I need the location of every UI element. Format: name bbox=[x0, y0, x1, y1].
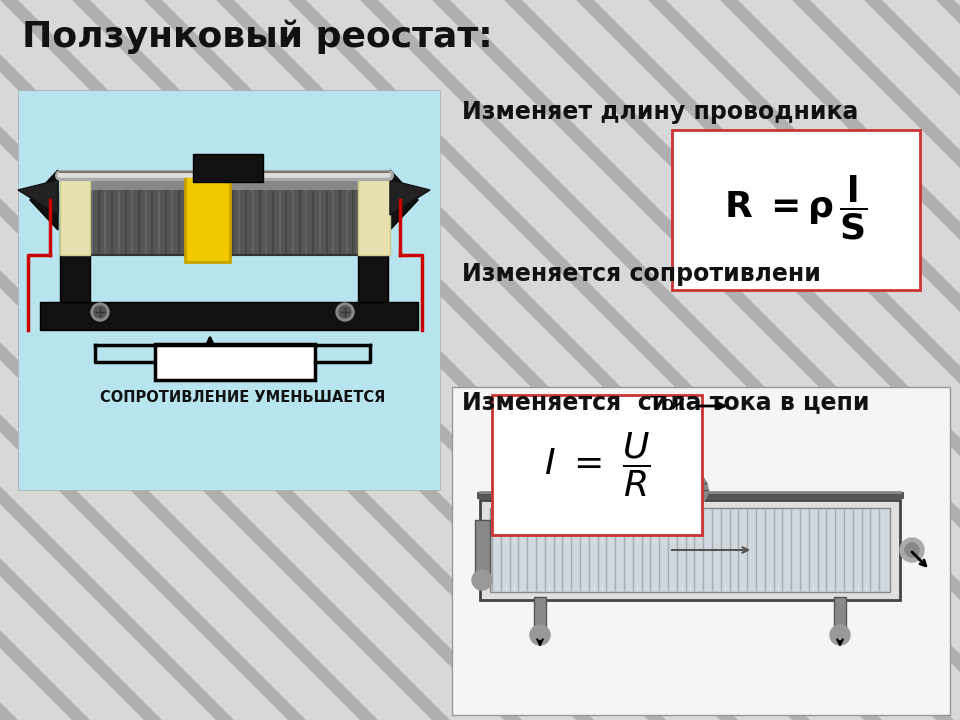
Bar bbox=[358, 192, 388, 302]
Polygon shape bbox=[0, 0, 162, 720]
Polygon shape bbox=[0, 0, 126, 720]
Polygon shape bbox=[432, 0, 960, 720]
Circle shape bbox=[94, 306, 106, 318]
Circle shape bbox=[680, 480, 700, 500]
Text: Изменяет длину проводника: Изменяет длину проводника bbox=[462, 100, 858, 124]
Polygon shape bbox=[792, 0, 960, 720]
Polygon shape bbox=[0, 0, 18, 720]
Polygon shape bbox=[0, 0, 414, 720]
Polygon shape bbox=[0, 0, 342, 720]
Text: Ползунковый реостат:: Ползунковый реостат: bbox=[22, 20, 492, 55]
Polygon shape bbox=[864, 0, 960, 720]
Bar bbox=[475, 520, 490, 580]
Polygon shape bbox=[0, 0, 270, 720]
Polygon shape bbox=[0, 0, 630, 720]
Circle shape bbox=[91, 303, 109, 321]
Circle shape bbox=[900, 538, 924, 562]
Polygon shape bbox=[0, 0, 234, 720]
Circle shape bbox=[905, 543, 919, 557]
Polygon shape bbox=[216, 0, 954, 720]
Text: Ток: Ток bbox=[650, 395, 685, 414]
Polygon shape bbox=[0, 0, 486, 720]
Polygon shape bbox=[0, 0, 594, 720]
Bar bbox=[185, 172, 230, 262]
Polygon shape bbox=[0, 0, 378, 720]
Polygon shape bbox=[288, 0, 960, 720]
Bar bbox=[358, 180, 390, 255]
Polygon shape bbox=[180, 0, 918, 720]
Polygon shape bbox=[0, 0, 90, 720]
Text: $\mathit{I}\ =\ \dfrac{U}{R}$: $\mathit{I}\ =\ \dfrac{U}{R}$ bbox=[543, 431, 651, 499]
Polygon shape bbox=[36, 0, 774, 720]
Polygon shape bbox=[108, 0, 846, 720]
Polygon shape bbox=[144, 0, 882, 720]
Polygon shape bbox=[0, 0, 198, 720]
Polygon shape bbox=[720, 0, 960, 720]
Bar bbox=[40, 302, 418, 330]
Polygon shape bbox=[390, 170, 418, 230]
Polygon shape bbox=[360, 0, 960, 720]
Polygon shape bbox=[18, 180, 58, 215]
Circle shape bbox=[472, 570, 492, 590]
Circle shape bbox=[339, 306, 351, 318]
Bar bbox=[534, 597, 546, 635]
Polygon shape bbox=[324, 0, 960, 720]
Bar bbox=[492, 395, 702, 535]
Polygon shape bbox=[684, 0, 960, 720]
Text: $\mathbf{R\ =\rho\,\dfrac{l}{S}}$: $\mathbf{R\ =\rho\,\dfrac{l}{S}}$ bbox=[724, 174, 868, 242]
Polygon shape bbox=[648, 0, 960, 720]
Bar bbox=[60, 180, 90, 255]
Polygon shape bbox=[72, 0, 810, 720]
Polygon shape bbox=[0, 0, 666, 720]
Bar bbox=[834, 597, 846, 635]
Bar bbox=[490, 508, 890, 592]
Polygon shape bbox=[0, 0, 306, 720]
Bar bbox=[480, 500, 900, 600]
Polygon shape bbox=[252, 0, 960, 720]
Polygon shape bbox=[468, 0, 960, 720]
Polygon shape bbox=[756, 0, 960, 720]
Polygon shape bbox=[0, 0, 522, 720]
Circle shape bbox=[336, 303, 354, 321]
FancyBboxPatch shape bbox=[18, 90, 440, 490]
Polygon shape bbox=[0, 0, 450, 720]
Bar bbox=[193, 154, 263, 182]
Circle shape bbox=[672, 472, 708, 508]
Polygon shape bbox=[828, 0, 960, 720]
Text: Изменяется  сила тока в цепи: Изменяется сила тока в цепи bbox=[462, 390, 870, 414]
Polygon shape bbox=[504, 0, 960, 720]
Polygon shape bbox=[396, 0, 960, 720]
Text: Изменяется сопротивлени: Изменяется сопротивлени bbox=[462, 262, 821, 286]
Polygon shape bbox=[0, 0, 702, 720]
Polygon shape bbox=[0, 0, 738, 720]
Circle shape bbox=[830, 625, 850, 645]
Polygon shape bbox=[612, 0, 960, 720]
Bar bbox=[672, 130, 920, 290]
Bar bbox=[90, 180, 360, 255]
Polygon shape bbox=[576, 0, 960, 720]
Circle shape bbox=[530, 625, 550, 645]
Polygon shape bbox=[900, 0, 960, 720]
Bar bbox=[155, 344, 315, 380]
Polygon shape bbox=[936, 0, 960, 720]
Text: СОПРОТИВЛЕНИЕ УМЕНЬШАЕТСЯ: СОПРОТИВЛЕНИЕ УМЕНЬШАЕТСЯ bbox=[100, 390, 385, 405]
Polygon shape bbox=[0, 0, 54, 720]
Polygon shape bbox=[30, 170, 58, 230]
Polygon shape bbox=[0, 0, 558, 720]
Bar bbox=[90, 180, 360, 190]
Bar bbox=[452, 387, 950, 715]
Polygon shape bbox=[540, 0, 960, 720]
Polygon shape bbox=[390, 180, 430, 215]
Bar bbox=[60, 192, 90, 302]
